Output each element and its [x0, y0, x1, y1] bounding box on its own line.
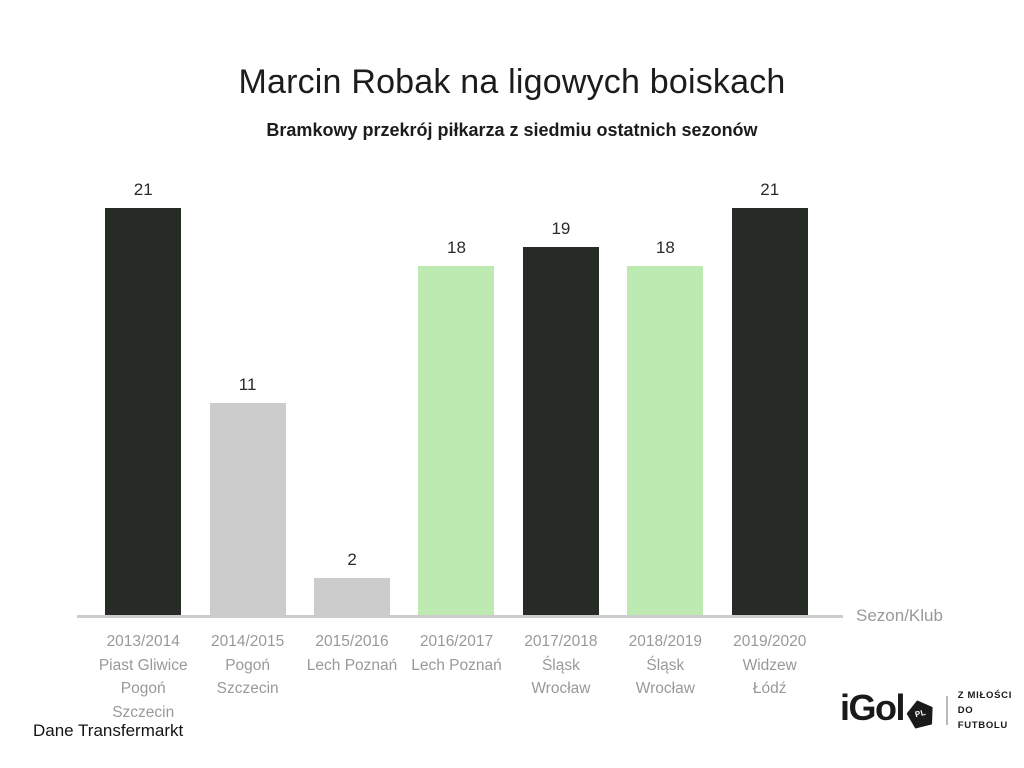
bar-value-label: 11 [238, 375, 257, 394]
axis-tick-label: 2017/2018 Śląsk Wrocław [509, 630, 613, 724]
bar-column: 11 [195, 170, 299, 617]
bar [731, 208, 808, 617]
axis-tick-label: 2015/2016 Lech Poznań [300, 630, 404, 724]
tick-line: 2019/2020 [733, 633, 807, 650]
logo-divider [945, 696, 948, 725]
tick-line: Szczecin [216, 680, 279, 697]
bar [314, 578, 391, 617]
brand-tagline-line1: Z MIŁOŚCI [957, 690, 1013, 701]
axis-tick-label: 2014/2015 Pogoń Szczecin [195, 630, 299, 724]
x-axis-title: Sezon/Klub [856, 606, 943, 625]
bar-column: 2 [300, 170, 404, 617]
axis-tick-label: 2019/2020 Widzew Łódź [718, 630, 822, 724]
bar-value-label: 19 [551, 219, 571, 238]
chart-subtitle: Bramkowy przekrój piłkarza z siedmiu ost… [266, 120, 758, 140]
bar [418, 266, 495, 617]
axis-tick-label: 2016/2017 Lech Poznań [404, 630, 508, 724]
brand-tagline-line2: DO FUTBOLU [957, 705, 1008, 731]
bar [209, 403, 286, 617]
tick-line: Widzew [742, 656, 797, 674]
bar-column: 21 [91, 170, 195, 617]
tick-line: Wrocław [531, 680, 591, 697]
tick-line: 2013/2014 [106, 633, 180, 650]
bar-value-label: 2 [347, 550, 357, 569]
tick-line: 2015/2016 [315, 633, 389, 650]
bar-column: 18 [404, 170, 508, 617]
plot-columns: 21 11 2 18 19 18 21 [91, 170, 822, 617]
tick-line: 2017/2018 [524, 633, 598, 650]
bar [627, 266, 704, 617]
bar-value-label: 21 [133, 180, 153, 199]
football-pentagon-icon: PL [904, 697, 937, 730]
source-note: Dane Transfermarkt [33, 721, 184, 740]
brand-tagline: Z MIŁOŚCI DO FUTBOLU [958, 688, 1024, 733]
bar-column: 21 [718, 170, 822, 617]
tick-line: Łódź [752, 680, 787, 697]
bar [522, 247, 599, 617]
axis-tick-label: 2013/2014 Piast Gliwice Pogoń Szczecin [91, 630, 195, 724]
axis-tick-row: 2013/2014 Piast Gliwice Pogoń Szczecin 2014… [91, 630, 822, 724]
tick-line: Szczecin [112, 703, 175, 721]
bar-value-label: 21 [760, 180, 780, 199]
bar-value-label: 18 [655, 238, 675, 257]
tick-line: Piast Gliwice [98, 656, 188, 674]
tick-line: 2018/2019 [628, 633, 702, 650]
tick-line: Wrocław [635, 680, 695, 697]
bar-column: 18 [613, 170, 717, 617]
bar-column: 19 [509, 170, 613, 617]
tick-line: Pogoń [225, 656, 271, 674]
tick-line: 2016/2017 [419, 633, 494, 650]
tick-line: Lech Poznań [411, 656, 502, 674]
tick-line: 2014/2015 [210, 633, 285, 650]
brand-logo: iGol PL Z MIŁOŚCI DO FUTBOLU [840, 682, 1024, 733]
brand-logo-text: iGol [840, 686, 906, 728]
bar-value-label: 18 [447, 238, 466, 257]
tick-line: Śląsk [646, 656, 685, 674]
x-axis-line [77, 615, 843, 618]
tick-line: Śląsk [541, 656, 580, 674]
chart-title: Marcin Robak na ligowych boiskach [238, 63, 786, 101]
brand-badge-label: PL [914, 707, 927, 720]
tick-line: Lech Poznań [306, 656, 398, 674]
tick-line: Pogoń [120, 680, 166, 697]
bar [105, 208, 182, 617]
axis-tick-label: 2018/2019 Śląsk Wrocław [613, 630, 717, 724]
